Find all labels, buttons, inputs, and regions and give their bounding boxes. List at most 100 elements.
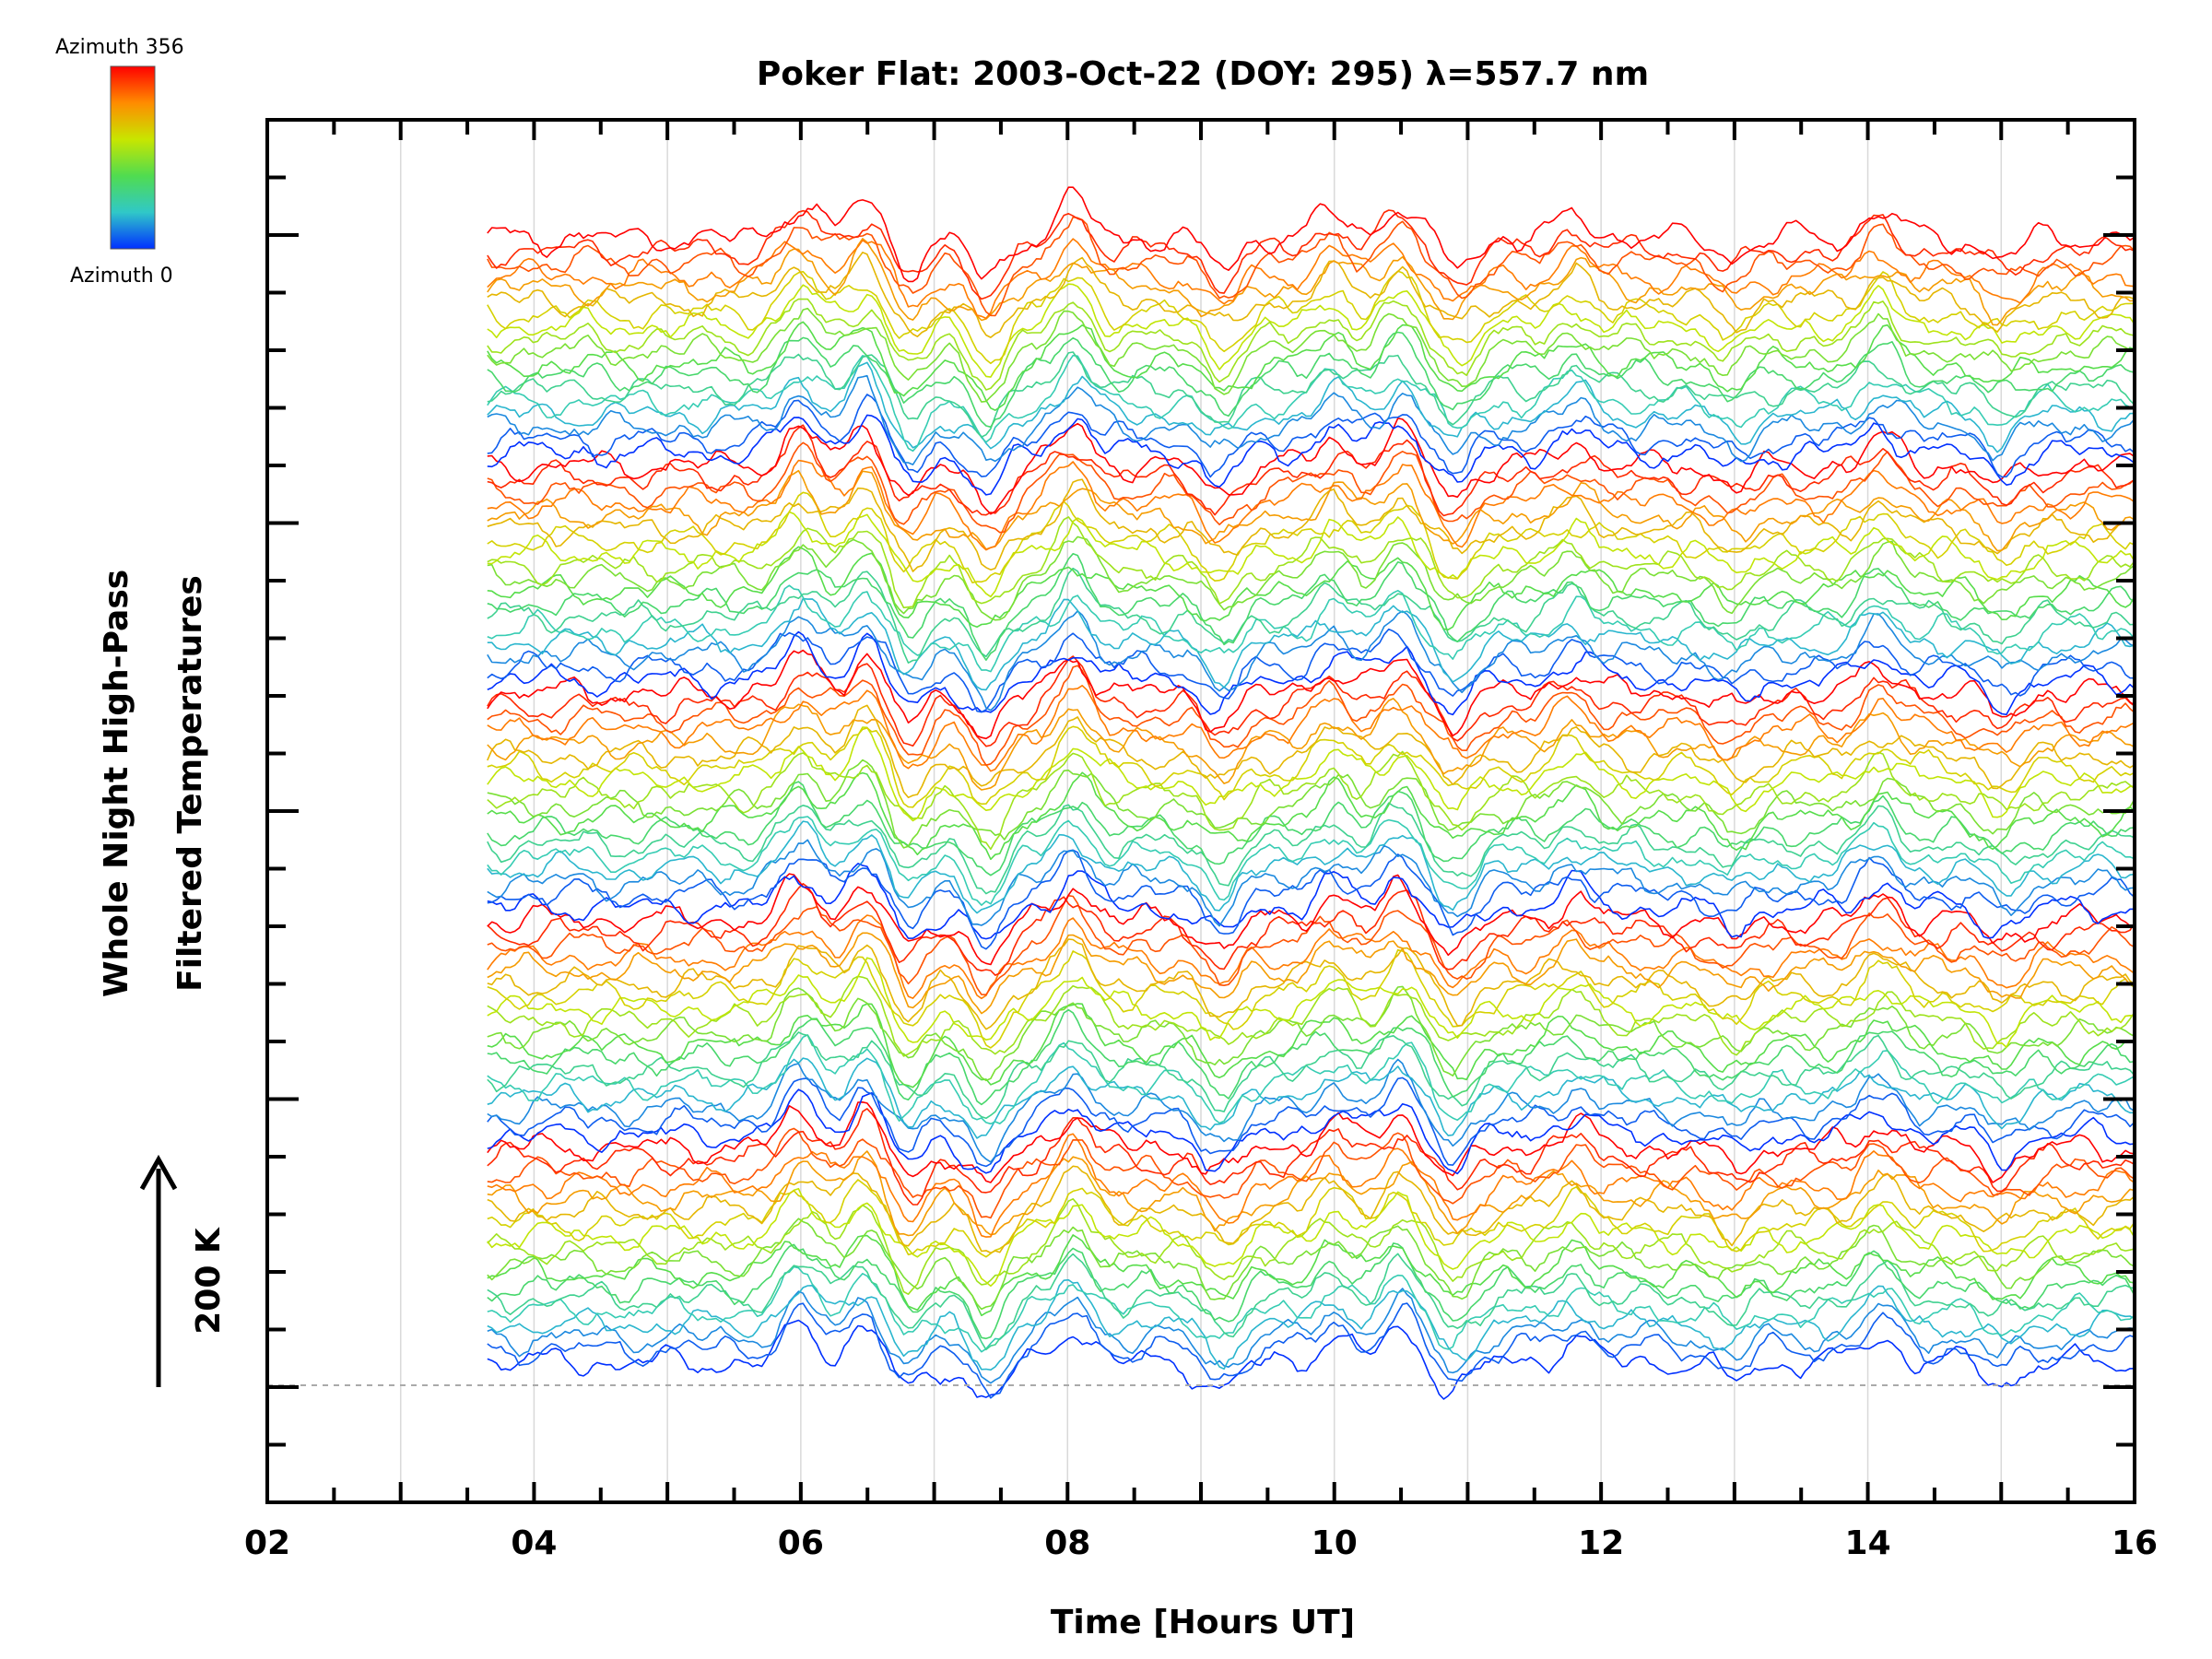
trace-line [487,1187,2135,1288]
trace-line [487,270,2135,365]
trace-line [487,1003,2135,1088]
trace-line [487,1133,2135,1238]
trace-line [487,1302,2135,1399]
scale-arrow [139,1154,178,1387]
trace-line [487,307,2135,403]
trace-line [487,685,2135,772]
trace-line [487,849,2135,950]
trace-line [487,252,2135,338]
trace-line [487,441,2135,534]
trace-line [487,759,2135,849]
trace-line [487,655,2135,747]
trace-line [487,839,2135,927]
trace-line [487,802,2135,895]
trace-line [487,1150,2135,1237]
trace-line [487,186,2135,283]
trace-line [487,1008,2135,1106]
trace-line [487,1198,2135,1295]
trace-line [487,238,2135,320]
trace-line [487,331,2135,429]
y-axis-title-line1: Whole Night High-Pass [98,570,135,997]
trace-line [487,553,2135,661]
trace-line [487,1034,2135,1125]
trace-line [487,361,2135,453]
trace-line [487,216,2135,317]
trace-line [487,1165,2135,1254]
scale-label: 200 K [190,1227,228,1335]
trace-line [487,883,2135,976]
trace-line [487,863,2135,940]
trace-line [487,1253,2135,1351]
trace-line [487,1242,2135,1340]
trace-line [487,1265,2135,1353]
trace-line [487,298,2135,391]
trace-line [487,546,2135,630]
trace-line [487,209,2135,300]
ticks [265,120,2136,1502]
x-tick-label: 12 [1578,1524,1624,1562]
trace-line [487,895,2135,995]
x-tick-label: 08 [1044,1524,1090,1562]
x-tick-label: 16 [2112,1524,2158,1562]
trace-line [487,932,2135,1015]
trace-line [487,516,2135,609]
colorbar [110,65,156,250]
trace-line [487,750,2135,851]
trace-line [487,873,2135,966]
chart-title: Poker Flat: 2003-Oct-22 (DOY: 295) λ=557… [757,55,1649,93]
trace-line [487,1101,2135,1183]
trace-line [487,610,2135,712]
trace-line [487,469,2135,552]
trace-line [487,1031,2135,1120]
colorbar-bottom-label: Azimuth 0 [70,265,173,288]
x-tick-label: 06 [778,1524,824,1562]
grid [399,120,2003,1502]
y-axis-title-line2: Filtered Temperatures [171,575,209,992]
trace-line [487,1218,2135,1311]
trace-line [487,1319,2135,1400]
trace-line [487,975,2135,1057]
trace-line [487,820,2135,914]
x-tick-label: 04 [511,1524,557,1562]
trace-line [487,238,2135,326]
trace-line [487,1234,2135,1317]
trace-line [487,354,2135,453]
trace-line [487,630,2135,716]
trace-line [487,771,2135,861]
trace-line [487,665,2135,766]
trace-line [487,1077,2135,1168]
trace-line [487,726,2135,822]
trace-line [487,914,2135,1000]
trace-line [487,374,2135,465]
trace-line [487,816,2135,906]
trace-line [487,948,2135,1049]
trace-line [487,535,2135,621]
trace-line [487,698,2135,791]
x-tick-label: 02 [244,1524,290,1562]
trace-line [487,1057,2135,1139]
trace-line [487,781,2135,877]
x-tick-labels: 02 04 06 08 10 12 14 16 [244,1524,2158,1562]
trace-line [487,957,2135,1048]
x-axis-title: Time [Hours UT] [1051,1604,1355,1641]
trace-line [487,351,2135,438]
x-tick-label: 10 [1312,1524,1358,1562]
x-tick-label: 14 [1845,1524,1891,1562]
trace-line [487,1088,2135,1175]
trace-line [487,1288,2135,1384]
trace-line [487,321,2135,411]
trace-line [487,1278,2135,1371]
trace-line [487,1127,2135,1219]
trace-line [487,985,2135,1082]
trace-line [487,478,2135,572]
colorbar-top-label: Azimuth 356 [55,36,184,59]
trace-line [487,725,2135,808]
trace-line [487,418,2135,515]
trace-line [487,394,2135,478]
trace-line [487,511,2135,598]
trace-line [487,491,2135,583]
trace-line [487,1058,2135,1163]
trace-line [487,584,2135,673]
trace-line [487,414,2135,496]
